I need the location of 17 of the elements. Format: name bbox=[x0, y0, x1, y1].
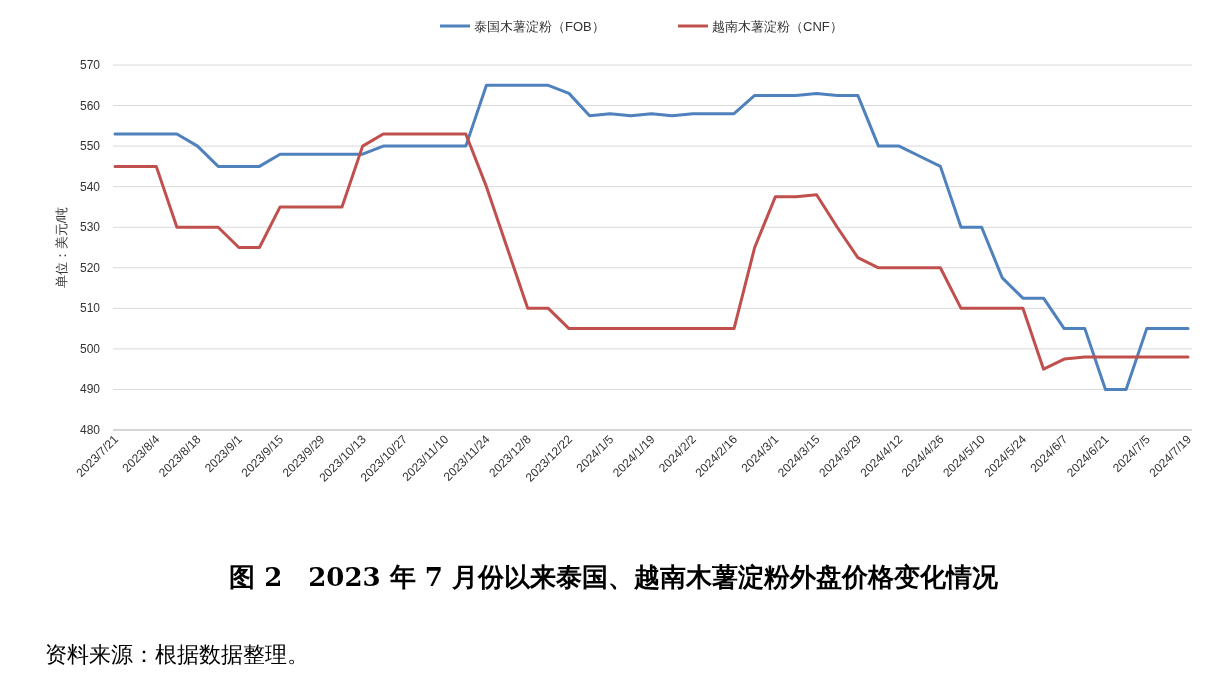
legend-label: 泰国木薯淀粉（FOB） bbox=[474, 19, 605, 34]
y-tick-label: 520 bbox=[79, 260, 101, 275]
y-tick-label: 530 bbox=[79, 220, 101, 235]
legend-label: 越南木薯淀粉（CNF） bbox=[712, 19, 843, 34]
y-tick-label: 550 bbox=[79, 139, 101, 154]
y-tick-label: 510 bbox=[79, 301, 101, 316]
y-tick-label: 570 bbox=[79, 58, 101, 72]
y-tick-label: 560 bbox=[79, 98, 101, 113]
y-tick-label: 480 bbox=[79, 423, 101, 437]
y-axis-title: 单位：美元/吨 bbox=[54, 206, 69, 289]
text: 资料来源：根据数据整理。 bbox=[45, 642, 309, 667]
y-tick-label: 540 bbox=[79, 179, 101, 194]
line-series bbox=[113, 132, 1190, 371]
y-tick-label: 500 bbox=[79, 341, 101, 356]
line-series bbox=[113, 83, 1190, 391]
text: 图 2 2023 年 7 月份以来泰国、越南木薯淀粉外盘价格变化情况 bbox=[229, 562, 999, 592]
y-tick-label: 490 bbox=[79, 382, 101, 397]
